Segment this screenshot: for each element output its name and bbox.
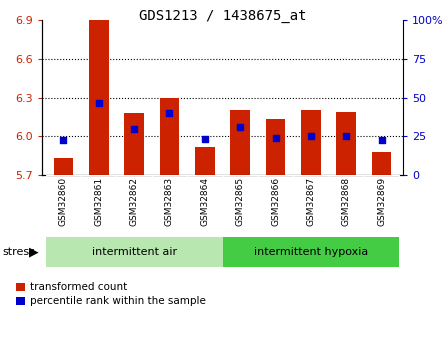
Bar [81,175,117,237]
Text: stress: stress [2,247,35,257]
Bar [364,175,399,237]
Text: GSM32865: GSM32865 [236,177,245,226]
Bar [293,175,328,237]
Text: GSM32862: GSM32862 [129,177,139,226]
Text: GSM32860: GSM32860 [59,177,68,226]
Bar [266,119,285,175]
Point [237,125,244,130]
Text: GSM32864: GSM32864 [200,177,209,226]
Text: ▶: ▶ [29,246,39,258]
Text: intermittent hypoxia: intermittent hypoxia [254,247,368,257]
Bar [301,110,320,175]
Point [307,134,315,139]
Text: GSM32863: GSM32863 [165,177,174,226]
Bar [46,237,223,267]
Bar [152,175,187,237]
Bar [336,112,356,175]
Bar [54,158,73,175]
Legend: transformed count, percentile rank within the sample: transformed count, percentile rank withi… [14,280,208,308]
Bar [46,175,81,237]
Point [201,136,208,141]
Text: GSM32868: GSM32868 [342,177,351,226]
Bar [258,175,293,237]
Bar [187,175,222,237]
Point [343,134,350,139]
Point [130,126,138,131]
Bar [160,98,179,175]
Bar [195,147,214,175]
Bar [222,237,399,267]
Bar [222,175,258,237]
Point [95,100,102,106]
Text: GDS1213 / 1438675_at: GDS1213 / 1438675_at [139,9,306,23]
Point [378,137,385,143]
Bar [125,113,144,175]
Point [60,137,67,143]
Bar [372,152,391,175]
Text: GSM32867: GSM32867 [306,177,316,226]
Point [272,135,279,140]
Text: GSM32866: GSM32866 [271,177,280,226]
Point [166,110,173,116]
Text: GSM32869: GSM32869 [377,177,386,226]
Bar [117,175,152,237]
Bar [328,175,364,237]
Text: GSM32861: GSM32861 [94,177,103,226]
Bar [89,20,109,175]
Text: intermittent air: intermittent air [92,247,177,257]
Bar [231,110,250,175]
